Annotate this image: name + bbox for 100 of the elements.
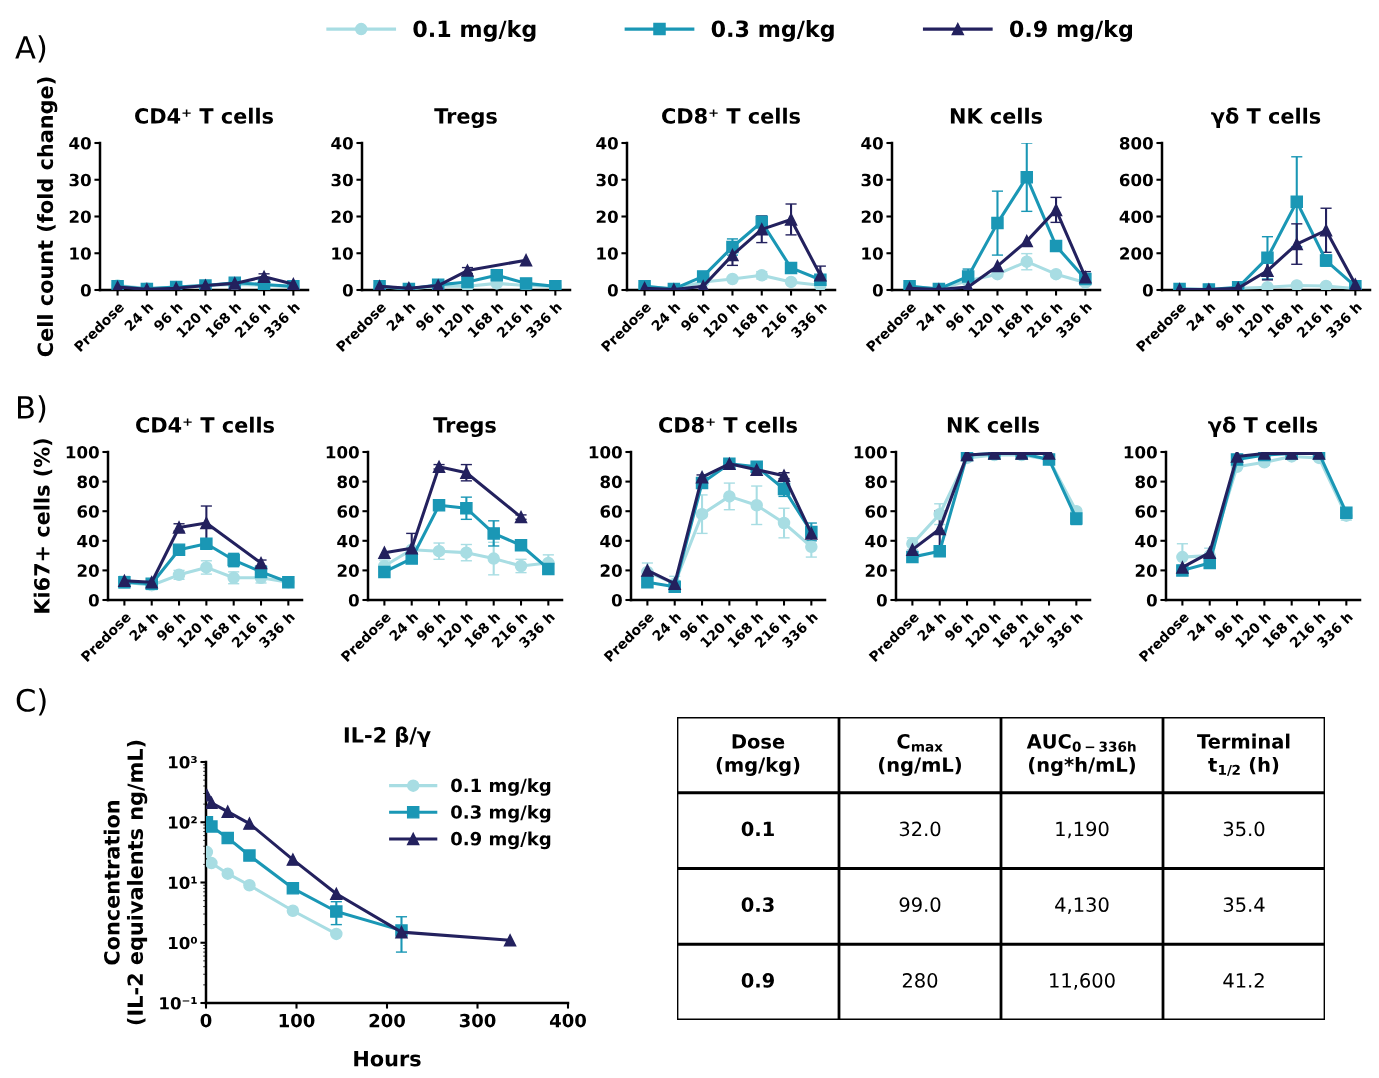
y-tick-label: 20 — [596, 210, 618, 224]
y-tick-label: 10³ — [169, 755, 197, 769]
legend-label: 0.1 mg/kg — [451, 778, 551, 796]
y-tick-label: 10⁰ — [169, 936, 197, 950]
chart-title: NK cells — [950, 107, 1043, 124]
legend-label: 0.9 mg/kg — [451, 831, 551, 850]
text: B) — [18, 395, 46, 423]
y-axis-title: Cell count (fold change) — [37, 77, 58, 357]
y-tick-label: 100 — [1124, 445, 1157, 459]
y-tick-label: 40 — [596, 136, 618, 150]
y-tick-label: 80 — [337, 475, 359, 489]
text: 0.9 — [741, 973, 774, 988]
text: 41.2 — [1223, 973, 1264, 988]
category-label: AUC$_{0−336h}$ (ng*h/mL) — [1026, 733, 1136, 776]
y-tick-label: 0 — [1146, 593, 1157, 607]
y-tick-label: 10 — [862, 247, 883, 260]
chart-title: γδ T cells — [1208, 416, 1318, 437]
text: 0.3 — [741, 897, 774, 913]
x-tick-label: 24 h — [650, 301, 681, 332]
y-tick-label: 100 — [854, 445, 887, 459]
y-tick-label: 40 — [865, 534, 887, 548]
y-tick-label: 10¹ — [169, 876, 197, 890]
text: 35.4 — [1223, 897, 1265, 913]
y-tick-label: 60 — [600, 505, 622, 518]
y-tick-label: 10 — [597, 247, 618, 260]
y-tick-label: 40 — [337, 534, 359, 548]
y-tick-label: 80 — [865, 475, 887, 489]
y-tick-label: 40 — [69, 136, 91, 150]
y-tick-label: 60 — [77, 505, 99, 518]
chart-title: CD4⁺ T cells — [136, 416, 274, 433]
y-tick-label: 20 — [865, 564, 887, 577]
y-tick-label: 40 — [77, 534, 99, 548]
text: 35.0 — [1223, 821, 1265, 837]
chart-title: Tregs — [434, 108, 497, 129]
text: 99.0 — [899, 897, 941, 913]
category-label: Terminal t$_{1/2}$ (h) — [1197, 733, 1290, 777]
y-tick-label: 20 — [600, 564, 622, 577]
text: 280 — [902, 973, 938, 988]
y-tick-label: 100 — [589, 445, 622, 459]
y-tick-label: 0 — [88, 593, 99, 607]
chart-title: γδ T cells — [1211, 107, 1321, 128]
y-tick-label: 0 — [611, 593, 622, 607]
y-tick-label: 20 — [1135, 564, 1157, 577]
y-tick-label: 30 — [596, 173, 618, 187]
y-axis-title: Ki67+ cells (%) — [33, 439, 53, 613]
category-label: C$_{max}$ (ng/mL) — [879, 733, 961, 776]
y-tick-label: 400 — [1119, 210, 1153, 224]
y-tick-label: 0 — [607, 283, 618, 297]
y-tick-label: 20 — [69, 210, 91, 224]
y-tick-label: 200 — [1120, 247, 1153, 260]
y-tick-label: 100 — [66, 445, 99, 459]
y-tick-label: 80 — [77, 475, 99, 489]
x-tick-label: 24 h — [123, 301, 154, 332]
legend-label: 0.9 mg/kg — [1009, 20, 1133, 42]
x-tick-label: 300 — [459, 1013, 496, 1028]
text: 0.1 — [741, 821, 774, 837]
y-tick-label: 600 — [1119, 173, 1153, 187]
y-tick-label: 10² — [169, 816, 197, 829]
y-tick-label: 40 — [600, 534, 622, 548]
y-tick-label: 20 — [337, 564, 359, 577]
y-tick-label: 800 — [1119, 136, 1153, 150]
y-tick-label: 30 — [331, 173, 353, 187]
text: A) — [15, 35, 46, 63]
chart-title: CD8⁺ T cells — [659, 416, 797, 433]
text: 11,600 — [1050, 973, 1115, 990]
y-tick-label: 60 — [337, 505, 359, 518]
text: C) — [16, 688, 46, 716]
chart-title: CD4⁺ T cells — [135, 107, 273, 124]
x-axis-title: Hours — [354, 1050, 421, 1067]
y-tick-label: 0 — [342, 283, 353, 297]
x-tick-label: 24 h — [915, 301, 946, 332]
x-tick-label: 400 — [549, 1013, 586, 1028]
y-tick-label: 20 — [331, 210, 353, 224]
x-tick-label: 200 — [369, 1013, 405, 1028]
legend-label: 0.3 mg/kg — [711, 20, 834, 42]
y-tick-label: 40 — [861, 136, 883, 150]
legend-label: 0.1 mg/kg — [413, 20, 536, 42]
y-tick-label: 60 — [865, 505, 887, 518]
chart-title: Tregs — [433, 417, 496, 438]
y-tick-label: 40 — [1135, 534, 1157, 548]
y-tick-label: 0 — [1142, 283, 1153, 297]
y-tick-label: 30 — [861, 173, 883, 187]
x-tick-label: 24 h — [1185, 301, 1216, 332]
text: 32.0 — [899, 821, 941, 837]
y-tick-label: 20 — [861, 210, 883, 224]
category-label: Dose (mg/kg) — [716, 734, 800, 776]
y-tick-label: 0 — [872, 283, 883, 297]
y-tick-label: 0 — [348, 593, 359, 607]
y-axis-title: Concentration (IL-2 equivalents ng/mL) — [103, 740, 148, 1025]
text: 4,130 — [1055, 897, 1109, 914]
y-tick-label: 60 — [1135, 505, 1157, 518]
y-tick-label: 40 — [331, 136, 353, 150]
chart-title: IL-2 β/γ — [344, 726, 431, 747]
chart-title: NK cells — [947, 416, 1040, 433]
y-tick-label: 100 — [326, 445, 359, 459]
text: 1,190 — [1056, 821, 1109, 839]
y-tick-label: 10 — [70, 247, 91, 260]
y-tick-label: 0 — [876, 593, 887, 607]
y-tick-label: 80 — [600, 475, 622, 489]
legend-label: 0.3 mg/kg — [451, 804, 551, 823]
